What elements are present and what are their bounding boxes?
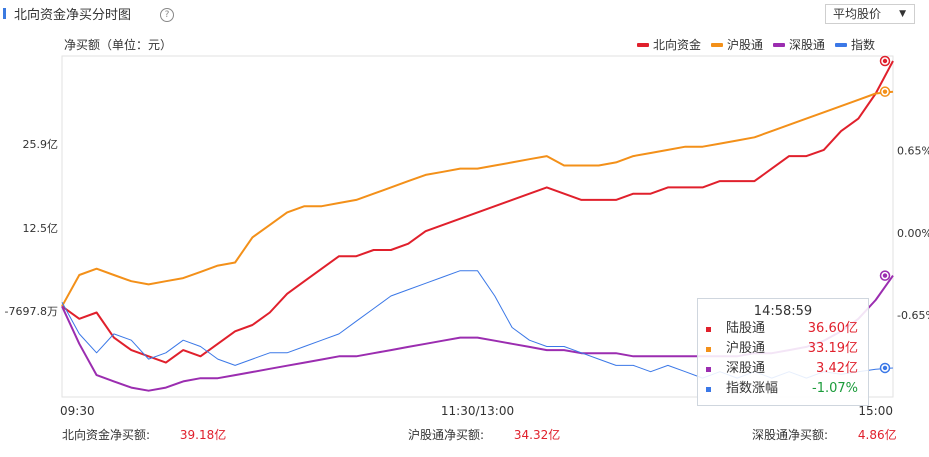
series-line-北向资金 <box>61 60 894 364</box>
x-tick-label: 15:00 <box>858 404 893 418</box>
footer-value: 39.18亿 <box>179 428 227 442</box>
legend-label: 北向资金 <box>652 38 701 52</box>
plot-frame <box>61 55 894 398</box>
y-left-tick-label: 12.5亿 <box>23 222 59 235</box>
legend-swatch-icon <box>710 42 723 47</box>
page-title: 北向资金净买分时图 <box>14 8 132 23</box>
series-end-marker-dot <box>882 273 888 278</box>
footer-northbound: 北向资金净买额: 39.18亿 <box>62 426 226 443</box>
tooltip-row-name: 指数涨幅 <box>726 381 779 396</box>
footer-label: 深股通净买额: <box>752 428 829 442</box>
help-icon[interactable]: ? <box>160 8 174 22</box>
legend-item-index[interactable]: 指数 <box>834 36 875 53</box>
series-end-marker-dot <box>882 58 888 64</box>
tooltip-row-value: -1.07% <box>812 381 858 396</box>
chart-tooltip: 14:58:59 陆股通 36.60亿 沪股通 33.19亿 深股通 3.42亿… <box>697 298 869 406</box>
chevron-down-icon: ▼ <box>899 9 906 19</box>
title-accent-bar <box>3 8 6 19</box>
legend-swatch-icon <box>834 42 847 47</box>
legend-swatch-icon <box>636 42 649 47</box>
footer-sh: 沪股通净买额: 34.32亿 <box>408 426 560 443</box>
y-axis-unit-label: 净买额（单位：元） <box>64 38 173 52</box>
tooltip-dot-icon <box>706 347 711 352</box>
tooltip-row-name: 深股通 <box>726 361 766 376</box>
tooltip-time: 14:58:59 <box>753 304 813 319</box>
index-selector-value: 平均股价 <box>833 7 882 21</box>
tooltip-dot-icon <box>706 367 711 372</box>
series-end-marker-dot <box>882 89 888 94</box>
tooltip-row-name: 陆股通 <box>726 321 766 336</box>
x-tick-label: 09:30 <box>60 404 95 418</box>
index-selector[interactable]: 平均股价 ▼ <box>825 4 915 24</box>
tooltip-row: 沪股通 33.19亿 <box>698 339 868 359</box>
y-left-tick-label: 25.9亿 <box>23 138 59 151</box>
legend-label: 沪股通 <box>726 38 763 52</box>
tooltip-row: 陆股通 36.60亿 <box>698 319 868 339</box>
footer-value: 4.86亿 <box>857 428 897 442</box>
y-right-tick-label: -0.65% <box>897 309 929 322</box>
y-right-tick-label: 0.00% <box>897 227 929 240</box>
footer-label: 沪股通净买额: <box>408 428 485 442</box>
tooltip-dot-icon <box>706 387 711 392</box>
chart-legend: 北向资金 沪股通 深股通 指数 <box>627 36 875 53</box>
series-line-沪股通 <box>61 90 894 307</box>
y-right-tick-label: 0.65% <box>897 145 929 158</box>
footer-sz: 深股通净买额: 4.86亿 <box>752 426 897 443</box>
footer-label: 北向资金净买额: <box>62 428 151 442</box>
y-left-tick-label: -7697.8万 <box>5 305 58 318</box>
legend-item-northbound[interactable]: 北向资金 <box>636 36 701 53</box>
legend-label: 深股通 <box>788 38 825 52</box>
tooltip-row-value: 33.19亿 <box>807 341 858 356</box>
tooltip-row: 指数涨幅 -1.07% <box>698 379 868 399</box>
legend-label: 指数 <box>850 38 875 52</box>
legend-item-sz[interactable]: 深股通 <box>772 36 825 53</box>
footer-value: 34.32亿 <box>513 428 561 442</box>
tooltip-row-value: 36.60亿 <box>807 321 858 336</box>
x-tick-label: 11:30/13:00 <box>441 404 514 418</box>
tooltip-dot-icon <box>706 327 711 332</box>
tooltip-row: 深股通 3.42亿 <box>698 359 868 379</box>
legend-swatch-icon <box>772 42 785 47</box>
tooltip-row-value: 3.42亿 <box>816 361 858 376</box>
series-end-marker-dot <box>882 365 888 371</box>
tooltip-row-name: 沪股通 <box>726 341 766 356</box>
legend-item-sh[interactable]: 沪股通 <box>710 36 763 53</box>
